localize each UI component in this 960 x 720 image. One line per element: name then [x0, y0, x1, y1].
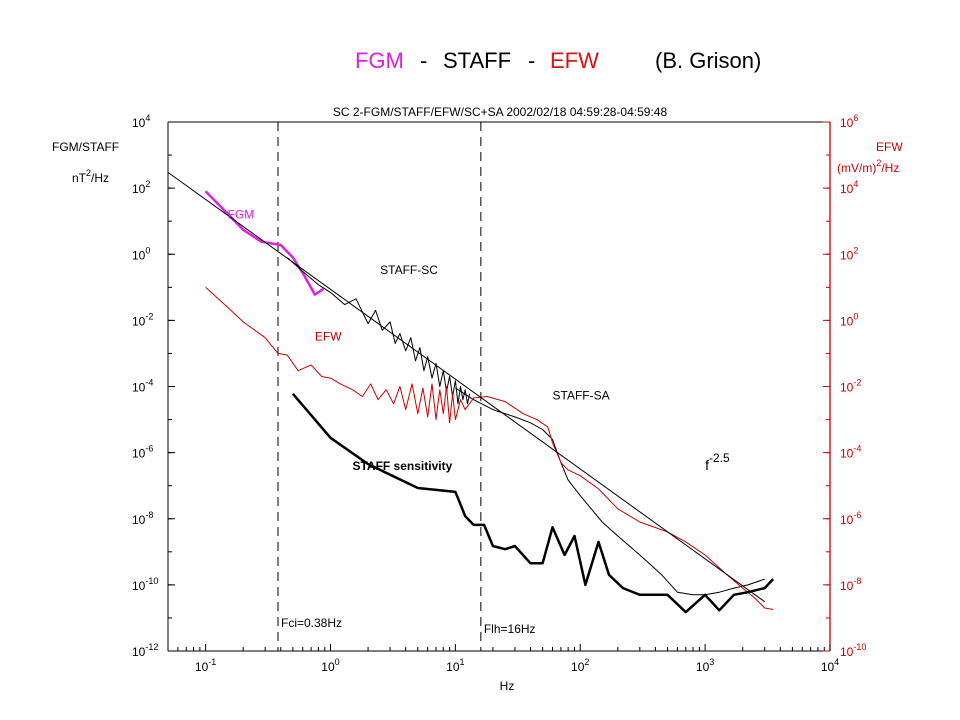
series-efw: [205, 286, 774, 610]
x-tick-label: 103: [696, 657, 714, 674]
x-tick-label: 104: [821, 657, 839, 674]
chart-title: SC 2-FGM/STAFF/EFW/SC+SA 2002/02/18 04:5…: [333, 105, 668, 119]
right-y-tick-label: 10-8: [840, 576, 861, 593]
annotation-staff-sa: STAFF-SA: [553, 389, 610, 403]
series-staff-sensitivity: [291, 392, 775, 614]
right-y-tick-label: 10-6: [840, 510, 861, 527]
series-staff-sa: [455, 387, 765, 596]
series-f-2-5: [167, 171, 765, 603]
right-y-tick-label: 10-10: [840, 642, 866, 659]
heading-staff: STAFF: [443, 48, 512, 73]
x-axis-label: Hz: [500, 679, 515, 693]
right-y-tick-label: 102: [840, 245, 858, 262]
right-y-tick-label: 100: [840, 311, 858, 328]
right-y-tick-label: 104: [840, 179, 858, 196]
right-y-tick-label: 10-4: [840, 444, 861, 461]
annotation-fgm: FGM: [228, 208, 255, 222]
left-y-tick-label: 104: [132, 113, 150, 130]
heading-fgm: FGM: [355, 48, 404, 73]
figure-heading: FGM - STAFF - EFW (B. Grison): [0, 48, 960, 80]
series-fgm: [204, 190, 325, 296]
vertical-marker-label: Flh=16Hz: [484, 622, 536, 636]
heading-efw: EFW: [550, 48, 599, 73]
right-y-label-line2: (mV/m)2/Hz: [837, 158, 899, 175]
annotation-power-law: f-2.5: [705, 451, 730, 473]
right-y-tick-label: 106: [840, 113, 858, 130]
series-staff-sc: [286, 257, 471, 405]
annotation-efw: EFW: [315, 329, 342, 343]
vertical-marker-label: Fci=0.38Hz: [281, 616, 342, 630]
left-y-tick-label: 10-12: [132, 642, 158, 659]
left-y-tick-label: 10-4: [132, 378, 153, 395]
x-tick-label: 102: [571, 657, 589, 674]
right-y-tick-label: 10-2: [840, 378, 861, 395]
heading-dash-1: -: [420, 48, 428, 73]
left-y-tick-label: 102: [132, 179, 150, 196]
left-y-tick-label: 10-8: [132, 510, 153, 527]
x-tick-label: 101: [446, 657, 464, 674]
x-tick-label: 10-1: [195, 657, 216, 674]
right-y-label-line1: EFW: [876, 140, 903, 154]
annotation-staff-sc: STAFF-SC: [380, 263, 438, 277]
left-y-tick-label: 10-10: [132, 576, 158, 593]
left-y-label-line1: FGM/STAFF: [52, 140, 119, 154]
heading-author: (B. Grison): [655, 48, 762, 73]
left-y-label-line2: nT2/Hz: [72, 168, 109, 185]
left-y-tick-label: 100: [132, 245, 150, 262]
left-y-tick-label: 10-6: [132, 444, 153, 461]
x-tick-label: 100: [321, 657, 339, 674]
heading-dash-2: -: [528, 48, 536, 73]
annotation-staff-sensitivity: STAFF sensitivity: [352, 459, 452, 473]
left-y-tick-label: 10-2: [132, 311, 153, 328]
